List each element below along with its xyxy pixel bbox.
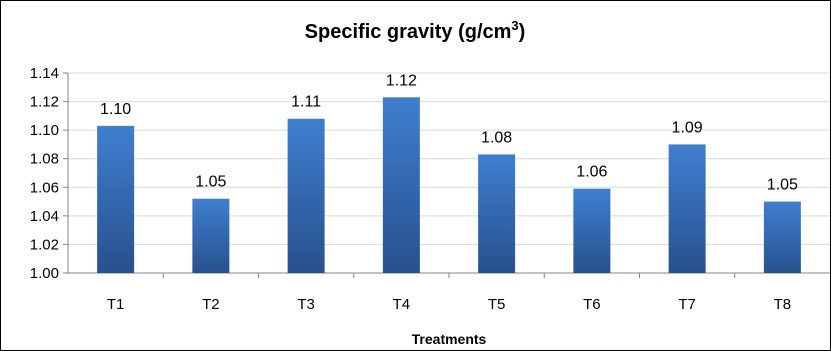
x-axis-label: Treatments (412, 331, 487, 347)
y-tick-label: 1.08 (30, 151, 59, 168)
x-tick-label-t8: T8 (774, 296, 792, 313)
bar-t3 (287, 118, 325, 273)
y-tick-label: 1.14 (30, 65, 59, 82)
x-tick-label-t7: T7 (678, 296, 696, 313)
data-label-t3: 1.11 (291, 94, 321, 111)
y-tick-label: 1.12 (30, 94, 59, 111)
bar-t8 (763, 201, 801, 273)
x-tick-label-t1: T1 (107, 296, 125, 313)
y-tick-label: 1.02 (30, 236, 59, 253)
bar-t5 (478, 154, 516, 273)
x-axis-ticks: T1 T2 T3 T4 T5 T6 T7 T8 (107, 273, 791, 313)
data-label-t7: 1.09 (672, 119, 703, 136)
x-tick-label-t4: T4 (393, 296, 411, 313)
bar-t4 (382, 97, 420, 274)
data-label-t5: 1.08 (481, 129, 512, 146)
data-label-t8: 1.05 (767, 177, 798, 194)
bar-t6 (573, 188, 611, 273)
y-tick-label: 1.06 (30, 179, 59, 196)
bar-t2 (192, 198, 230, 273)
data-label-t4: 1.12 (386, 72, 417, 89)
chart-title: Specific gravity (g/cm3) (305, 18, 526, 43)
gridlines (68, 72, 830, 245)
bar-t1 (97, 125, 135, 273)
y-tick-label: 1.00 (30, 265, 59, 282)
y-axis-ticks: 1.00 1.02 1.04 1.06 1.08 1.10 1.12 1.14 (30, 65, 830, 282)
x-tick-label-t2: T2 (202, 296, 220, 313)
y-tick-label: 1.10 (30, 122, 59, 139)
bar-t7 (668, 144, 706, 273)
x-tick-label-t6: T6 (583, 296, 601, 313)
x-tick-label-t5: T5 (488, 296, 506, 313)
data-labels: 1.10 1.05 1.11 1.12 1.08 1.06 1.09 1.05 (100, 72, 798, 193)
data-label-t2: 1.05 (195, 174, 226, 191)
y-tick-label: 1.04 (30, 208, 59, 225)
bars (97, 97, 801, 274)
data-label-t6: 1.06 (576, 164, 607, 181)
x-tick-label-t3: T3 (297, 296, 315, 313)
data-label-t1: 1.10 (100, 101, 131, 118)
